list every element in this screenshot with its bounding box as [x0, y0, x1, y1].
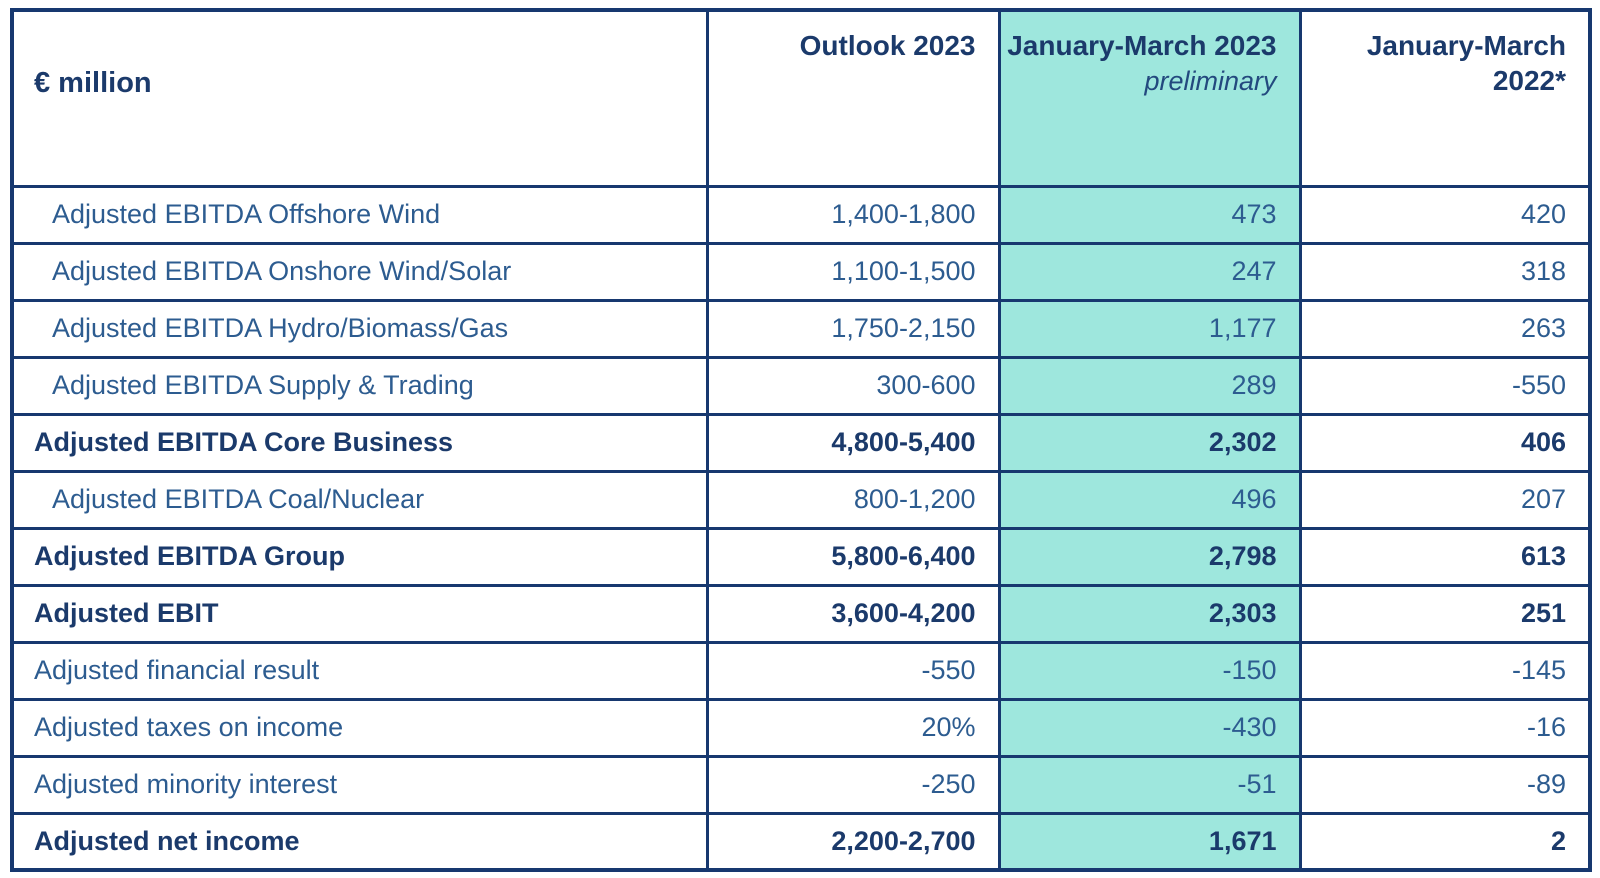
q1-2022-value: 2 [1298, 811, 1592, 872]
q1-2022-value: -145 [1298, 640, 1592, 701]
row-label: Adjusted EBITDA Onshore Wind/Solar [10, 241, 709, 302]
table-row: Adjusted financial result -550 -150 -145 [10, 640, 1592, 701]
outlook-value: 300-600 [705, 355, 1001, 416]
row-label: Adjusted EBITDA Group [10, 526, 709, 587]
q1-2023-value: -150 [997, 640, 1302, 701]
table-row-total: Adjusted EBITDA Group 5,800-6,400 2,798 … [10, 526, 1592, 587]
row-label: Adjusted EBITDA Offshore Wind [10, 184, 709, 245]
row-label: Adjusted net income [10, 811, 709, 872]
q1-2022-value: 207 [1298, 469, 1592, 530]
q1-2023-value: -51 [997, 754, 1302, 815]
q1-2022-value: 318 [1298, 241, 1592, 302]
q1-2023-value: 289 [997, 355, 1302, 416]
outlook-value: 5,800-6,400 [705, 526, 1001, 587]
q1-2022-value: -89 [1298, 754, 1592, 815]
q1-2023-value: 247 [997, 241, 1302, 302]
table-row: Adjusted EBITDA Coal/Nuclear 800-1,200 4… [10, 469, 1592, 530]
table-row: Adjusted taxes on income 20% -430 -16 [10, 697, 1592, 758]
financial-outlook-table: € million Outlook 2023 January-March 202… [10, 8, 1592, 872]
outlook-value: 1,400-1,800 [705, 184, 1001, 245]
outlook-value: 20% [705, 697, 1001, 758]
row-label: Adjusted EBITDA Hydro/Biomass/Gas [10, 298, 709, 359]
table-row-total: Adjusted EBITDA Core Business 4,800-5,40… [10, 412, 1592, 473]
unit-label: € million [10, 8, 709, 188]
row-label: Adjusted financial result [10, 640, 709, 701]
q1-2023-value: 473 [997, 184, 1302, 245]
row-label: Adjusted EBITDA Coal/Nuclear [10, 469, 709, 530]
column-header-jan-march-2023: January-March 2023 preliminary [997, 8, 1302, 188]
column-header-jan-march-2023-label: January-March 2023 [1007, 30, 1277, 61]
column-header-outlook-2023: Outlook 2023 [705, 8, 1001, 188]
row-label: Adjusted EBITDA Supply & Trading [10, 355, 709, 416]
table-row: Adjusted EBITDA Onshore Wind/Solar 1,100… [10, 241, 1592, 302]
q1-2022-value: 263 [1298, 298, 1592, 359]
row-label: Adjusted taxes on income [10, 697, 709, 758]
q1-2023-value: 1,671 [997, 811, 1302, 872]
row-label: Adjusted EBITDA Core Business [10, 412, 709, 473]
outlook-value: 1,100-1,500 [705, 241, 1001, 302]
table-row: Adjusted EBITDA Hydro/Biomass/Gas 1,750-… [10, 298, 1592, 359]
q1-2023-value: 1,177 [997, 298, 1302, 359]
row-label: Adjusted minority interest [10, 754, 709, 815]
results-table: € million Outlook 2023 January-March 202… [10, 8, 1592, 872]
q1-2022-value: 406 [1298, 412, 1592, 473]
table-row: Adjusted EBITDA Supply & Trading 300-600… [10, 355, 1592, 416]
q1-2023-value: 2,303 [997, 583, 1302, 644]
outlook-value: 1,750-2,150 [705, 298, 1001, 359]
q1-2022-value: -550 [1298, 355, 1592, 416]
q1-2022-value: 251 [1298, 583, 1592, 644]
row-label: Adjusted EBIT [10, 583, 709, 644]
q1-2023-value: -430 [997, 697, 1302, 758]
table-row: Adjusted minority interest -250 -51 -89 [10, 754, 1592, 815]
q1-2022-value: 420 [1298, 184, 1592, 245]
outlook-value: 3,600-4,200 [705, 583, 1001, 644]
table-row: Adjusted EBITDA Offshore Wind 1,400-1,80… [10, 184, 1592, 245]
q1-2023-value: 2,798 [997, 526, 1302, 587]
outlook-value: -550 [705, 640, 1001, 701]
outlook-value: -250 [705, 754, 1001, 815]
outlook-value: 800-1,200 [705, 469, 1001, 530]
outlook-value: 4,800-5,400 [705, 412, 1001, 473]
q1-2023-value: 496 [997, 469, 1302, 530]
outlook-value: 2,200-2,700 [705, 811, 1001, 872]
table-header-row: € million Outlook 2023 January-March 202… [10, 8, 1592, 188]
table-row-total: Adjusted EBIT 3,600-4,200 2,303 251 [10, 583, 1592, 644]
q1-2022-value: 613 [1298, 526, 1592, 587]
table-row-total: Adjusted net income 2,200-2,700 1,671 2 [10, 811, 1592, 872]
preliminary-note: preliminary [1144, 66, 1277, 96]
q1-2022-value: -16 [1298, 697, 1592, 758]
q1-2023-value: 2,302 [997, 412, 1302, 473]
column-header-jan-march-2022: January-March 2022* [1298, 8, 1592, 188]
